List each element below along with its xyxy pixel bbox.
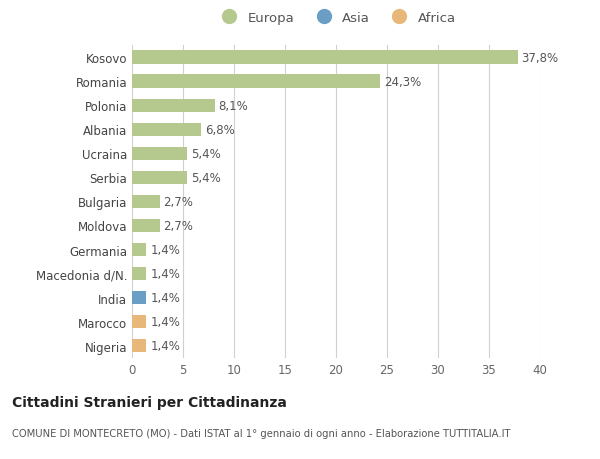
Text: 2,7%: 2,7% <box>164 196 193 208</box>
Text: 8,1%: 8,1% <box>218 100 248 112</box>
Bar <box>132 268 146 280</box>
Text: 2,7%: 2,7% <box>164 219 193 232</box>
Bar <box>132 147 187 161</box>
Text: 24,3%: 24,3% <box>384 75 421 89</box>
Bar <box>132 339 146 353</box>
Bar <box>132 171 187 185</box>
Legend: Europa, Asia, Africa: Europa, Asia, Africa <box>211 6 461 30</box>
Bar <box>132 315 146 329</box>
Text: 1,4%: 1,4% <box>151 340 180 353</box>
Text: 1,4%: 1,4% <box>151 243 180 257</box>
Text: 5,4%: 5,4% <box>191 147 221 161</box>
Text: Cittadini Stranieri per Cittadinanza: Cittadini Stranieri per Cittadinanza <box>12 395 287 409</box>
Text: 5,4%: 5,4% <box>191 172 221 185</box>
Bar <box>132 75 380 89</box>
Text: 37,8%: 37,8% <box>521 51 559 64</box>
Bar <box>132 99 215 112</box>
Text: 1,4%: 1,4% <box>151 291 180 304</box>
Text: 6,8%: 6,8% <box>205 123 235 136</box>
Bar <box>132 243 146 257</box>
Bar <box>132 196 160 208</box>
Text: COMUNE DI MONTECRETO (MO) - Dati ISTAT al 1° gennaio di ogni anno - Elaborazione: COMUNE DI MONTECRETO (MO) - Dati ISTAT a… <box>12 428 511 438</box>
Bar <box>132 123 202 136</box>
Text: 1,4%: 1,4% <box>151 315 180 329</box>
Bar <box>132 51 518 65</box>
Text: 1,4%: 1,4% <box>151 268 180 280</box>
Bar <box>132 219 160 233</box>
Bar <box>132 291 146 305</box>
